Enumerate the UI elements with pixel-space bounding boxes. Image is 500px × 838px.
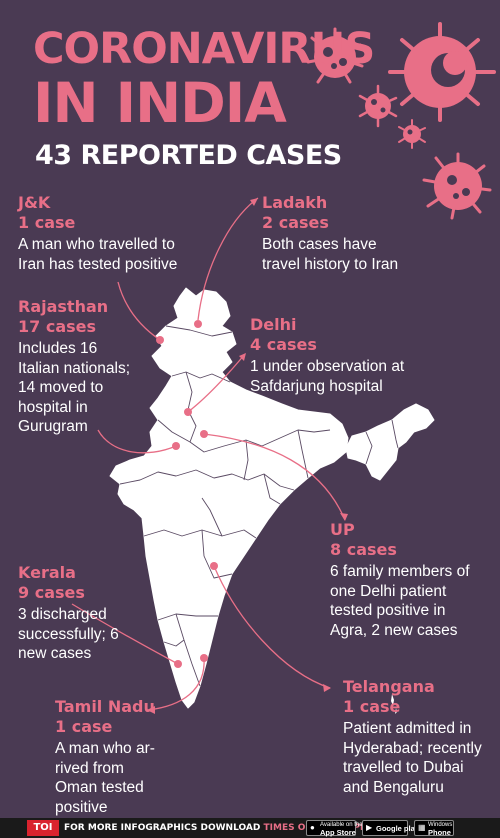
marker-delhi: [184, 408, 192, 416]
case-count: 1 case: [18, 213, 76, 232]
case-count: 9 cases: [18, 583, 85, 602]
leader-lines: [71, 197, 346, 711]
badge-big-text: Phone: [428, 828, 451, 837]
india-map: [109, 287, 435, 714]
callout-delhi: Delhi 4 cases 1 under observation at Saf…: [250, 315, 420, 396]
arrowhead-ladakh: [250, 198, 258, 206]
leader-line-jk: [117, 281, 161, 341]
india-northeast: [345, 403, 435, 481]
leader-line-ladakh: [197, 197, 259, 321]
virus-medium-icon: [306, 27, 364, 84]
state-name: J&K: [18, 193, 51, 212]
windows-icon: ▦: [418, 823, 426, 832]
case-count: 1 case: [55, 717, 113, 736]
arrowhead-up: [340, 513, 348, 521]
leader-line-kerala: [71, 603, 179, 665]
state-name: UP: [330, 520, 355, 539]
arrowhead-delhi: [239, 353, 246, 361]
state-name: Kerala: [18, 563, 76, 582]
toi-logo: TOI: [27, 820, 59, 836]
badge-small-text: Windows: [428, 822, 453, 828]
case-count: 17 cases: [18, 317, 97, 336]
state-name: Tamil Nadu: [55, 697, 155, 716]
marker-tamil-nadu: [200, 654, 208, 662]
state-description: 6 family members of one Delhi patient te…: [330, 563, 470, 639]
app-store-badge[interactable]: ● Available on the App Store: [306, 820, 363, 837]
subtitle: 43 REPORTED CASES: [35, 140, 342, 171]
callout-kerala: Kerala 9 cases 3 discharged successfully…: [18, 563, 138, 664]
play-icon: ▶: [366, 823, 373, 832]
state-name: Ladakh: [262, 193, 328, 212]
virus-illustrations: [306, 22, 496, 220]
marker-jk: [156, 336, 164, 344]
state-description: 1 under observation at Safdarjung hospit…: [250, 358, 405, 395]
state-name: Telangana: [343, 677, 435, 696]
title-line-2: IN INDIA: [33, 71, 287, 135]
state-description: 3 discharged successfully; 6 new cases: [18, 606, 119, 662]
state-borders: [119, 325, 399, 687]
marker-rajasthan: [172, 442, 180, 450]
google-play-badge[interactable]: ▶ Google play: [362, 820, 419, 836]
apple-icon: ●: [310, 823, 315, 832]
marker-telangana: [210, 562, 218, 570]
callout-tamil-nadu: Tamil Nadu 1 case A man who ar-rived fro…: [55, 697, 165, 817]
callout-telangana: Telangana 1 case Patient admitted in Hyd…: [343, 677, 493, 797]
callout-rajasthan: Rajasthan 17 cases Includes 16 Italian n…: [18, 297, 136, 437]
marker-ladakh: [194, 320, 202, 328]
virus-large-icon: [388, 22, 496, 122]
virus-small-icon: [358, 84, 398, 128]
case-count: 8 cases: [330, 540, 397, 559]
title-line-1: CORONAVIRUS: [33, 24, 375, 74]
badge-small-text: Available on the: [320, 822, 363, 828]
state-description: Both cases have travel history to Iran: [262, 236, 399, 273]
badge-big-text: Google play: [376, 824, 419, 833]
callout-ladakh: Ladakh 2 cases Both cases have travel hi…: [262, 193, 412, 274]
badge-big-text: App Store: [320, 828, 356, 837]
callout-jk: J&K 1 case A man who travelled to Iran h…: [18, 193, 198, 274]
arrowhead-tamil-nadu: [147, 706, 155, 714]
windows-phone-badge[interactable]: ▦ Windows Phone: [414, 820, 454, 836]
footer-text-prefix: FOR MORE INFOGRAPHICS DOWNLOAD: [64, 823, 261, 833]
state-description: A man who travelled to Iran has tested p…: [18, 236, 178, 273]
india-mainland: [109, 287, 349, 709]
leader-line-delhi: [187, 353, 246, 413]
marker-up: [200, 430, 208, 438]
location-markers: [156, 320, 218, 668]
virus-tiny-icon: [398, 119, 426, 149]
leader-line-rajasthan: [97, 429, 177, 454]
leader-arrowheads: [147, 198, 348, 714]
virus-bottom-icon: [422, 152, 492, 220]
state-description: A man who ar-rived from Oman tested posi…: [55, 740, 155, 816]
state-description: Includes 16 Italian nationals; 14 moved …: [18, 340, 131, 435]
state-name: Rajasthan: [18, 297, 109, 316]
case-count: 1 case: [343, 697, 401, 716]
leader-line-telangana: [213, 565, 331, 689]
arrowhead-telangana: [323, 684, 331, 692]
case-count: 4 cases: [250, 335, 317, 354]
andaman-islands: [391, 694, 397, 714]
footer-bar: TOI FOR MORE INFOGRAPHICS DOWNLOAD TIMES…: [0, 818, 500, 838]
leader-line-up: [203, 433, 346, 521]
state-description: Patient admitted in Hyderabad; recently …: [343, 720, 482, 796]
state-name: Delhi: [250, 315, 297, 334]
callout-up: UP 8 cases 6 family members of one Delhi…: [330, 520, 480, 640]
case-count: 2 cases: [262, 213, 329, 232]
marker-kerala: [174, 660, 182, 668]
leader-line-tamil-nadu: [147, 657, 205, 711]
